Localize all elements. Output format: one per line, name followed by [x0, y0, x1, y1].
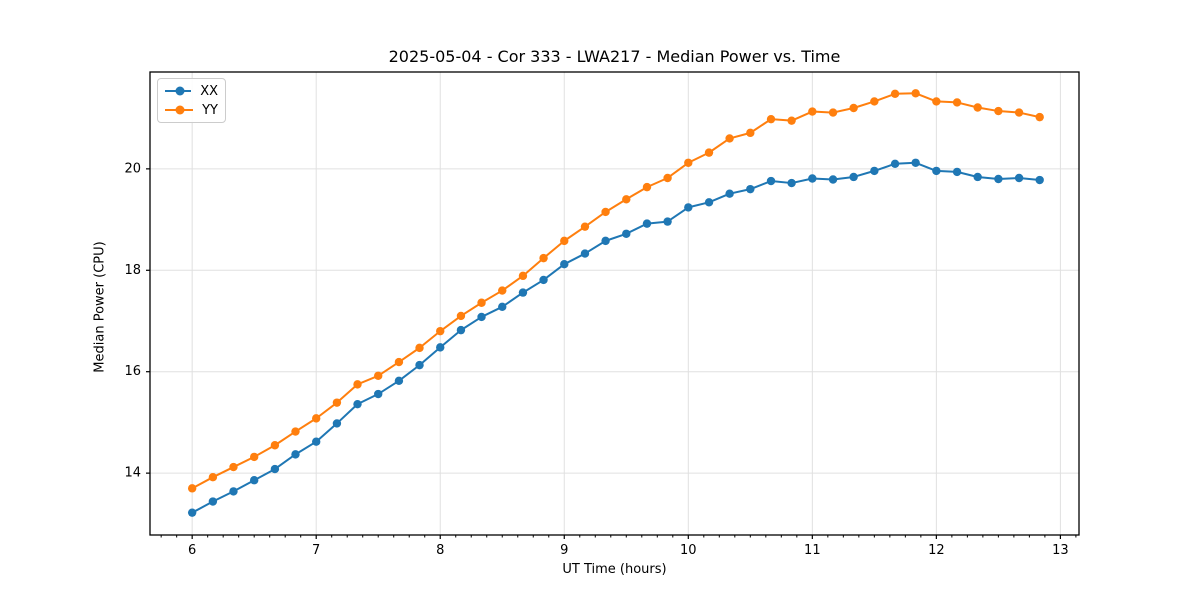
xx-line-swatch — [165, 86, 192, 96]
svg-text:10: 10 — [680, 543, 697, 558]
legend-item-xx: XX — [165, 82, 218, 100]
svg-text:7: 7 — [312, 543, 320, 558]
svg-text:11: 11 — [804, 543, 821, 558]
svg-text:14: 14 — [124, 466, 141, 481]
svg-text:18: 18 — [124, 263, 141, 278]
svg-text:20: 20 — [124, 161, 141, 176]
chart-title: 2025-05-04 - Cor 333 - LWA217 - Median P… — [388, 47, 841, 66]
svg-text:16: 16 — [124, 364, 141, 379]
svg-text:6: 6 — [188, 543, 196, 558]
legend-label-yy: YY — [202, 102, 218, 118]
svg-text:8: 8 — [436, 543, 444, 558]
svg-text:12: 12 — [928, 543, 945, 558]
legend: XX YY — [157, 78, 226, 123]
svg-text:9: 9 — [560, 543, 568, 558]
x-axis-label: UT Time (hours) — [562, 562, 667, 577]
legend-item-yy: YY — [165, 101, 218, 119]
svg-text:13: 13 — [1052, 543, 1069, 558]
legend-label-xx: XX — [200, 83, 218, 99]
yy-line-swatch — [165, 105, 194, 115]
